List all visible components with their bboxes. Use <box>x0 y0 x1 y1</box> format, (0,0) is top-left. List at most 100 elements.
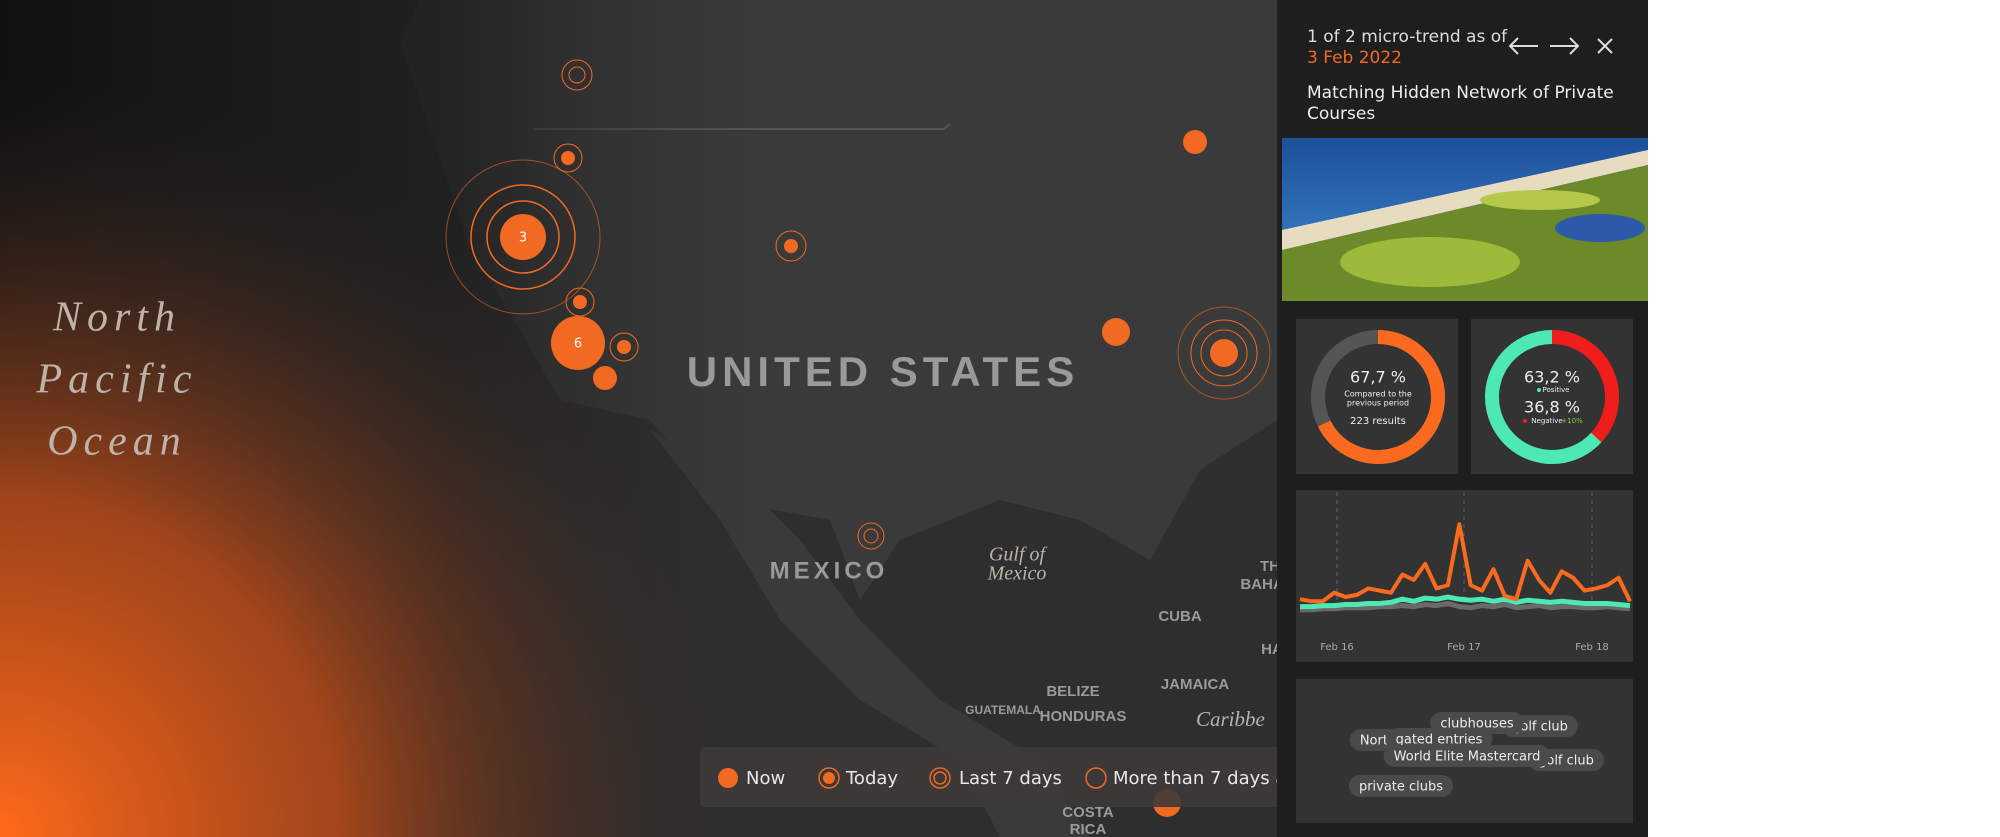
tag[interactable] <box>1383 745 1551 767</box>
glow <box>0 0 1277 837</box>
next-button[interactable] <box>1550 37 1580 55</box>
counter: 1 of 2 micro-trend as of <box>1307 27 1508 47</box>
ocean-label: North Pacific Ocean <box>36 295 198 465</box>
marker[interactable] <box>561 151 575 165</box>
ring <box>1190 319 1258 387</box>
donut-arc <box>1485 330 1602 464</box>
close-button[interactable] <box>1597 38 1613 54</box>
legend-icon <box>718 768 738 788</box>
ring <box>445 159 601 315</box>
marker[interactable] <box>1210 339 1238 367</box>
place-label: RICA <box>1070 821 1107 837</box>
growth-note: Compared to the <box>1344 390 1412 399</box>
marker[interactable] <box>617 340 631 354</box>
legend-label[interactable]: More than 7 days ago <box>1113 768 1309 789</box>
positive-value: 63,2 % <box>1524 368 1580 387</box>
date: 3 Feb 2022 <box>1307 48 1402 68</box>
marker[interactable] <box>784 239 798 253</box>
sea-label: Caribbe <box>1196 707 1265 731</box>
ring <box>553 143 583 173</box>
line-series <box>1300 594 1631 610</box>
marker[interactable] <box>1102 318 1130 346</box>
growth-note: previous period <box>1347 399 1409 408</box>
ocean-line: Pacific <box>36 357 198 403</box>
photo <box>1282 138 1648 301</box>
cluster-count: 6 <box>574 337 582 352</box>
legend-icon <box>1085 767 1107 789</box>
positive-name: Positive <box>1543 386 1570 394</box>
place-label: CUBA <box>1158 608 1201 625</box>
ring <box>775 230 807 262</box>
negative-value: 36,8 % <box>1524 398 1580 417</box>
line-series <box>1300 600 1631 613</box>
marker-dots <box>500 130 1238 817</box>
ring <box>1200 329 1248 377</box>
legend-label[interactable]: Today <box>845 768 898 789</box>
place-label: BELIZE <box>1046 683 1099 700</box>
fairway <box>1480 190 1600 210</box>
marker[interactable] <box>1183 130 1207 154</box>
tag-label: clubhouses <box>1440 717 1513 732</box>
place-label: COSTA <box>1062 804 1114 821</box>
negative-name: Negative <box>1531 417 1562 425</box>
legend: Now Today Last 7 days More than 7 days a… <box>700 747 1320 807</box>
sea-label: Mexico <box>987 563 1047 585</box>
negative-change: +10% <box>1561 417 1583 425</box>
place-label: GUATEMALA <box>965 703 1041 717</box>
place-label: HONDURAS <box>1040 708 1127 725</box>
ring <box>568 66 586 84</box>
tag-label: golf club <box>1538 754 1594 769</box>
donut-arc <box>1317 330 1445 464</box>
ring <box>609 332 639 362</box>
nav <box>1508 37 1613 55</box>
legend-icon <box>929 767 951 789</box>
donut-arc <box>1551 330 1619 443</box>
marker[interactable] <box>593 366 617 390</box>
ring <box>565 287 595 317</box>
fairway <box>1340 237 1520 287</box>
country-label: MEXICO <box>770 557 889 584</box>
legend-icon <box>818 767 840 789</box>
tag[interactable] <box>1348 775 1454 797</box>
tag-label: World Elite Mastercard <box>1394 750 1541 765</box>
growth-value: 67,7 % <box>1350 368 1406 387</box>
legend-label[interactable]: Last 7 days <box>959 768 1062 789</box>
results: 223 results <box>1350 416 1406 427</box>
ocean-line: Ocean <box>47 419 187 465</box>
x-tick-label: Feb 16 <box>1320 642 1354 653</box>
ring <box>470 184 576 290</box>
tag-label: golf club <box>1512 720 1568 735</box>
ring <box>857 522 885 550</box>
place-label: BAHA <box>1240 576 1283 593</box>
markers <box>445 59 1271 550</box>
tag[interactable] <box>1385 728 1493 750</box>
ring <box>863 528 879 544</box>
title: Matching Hidden Network of Private Course… <box>1307 83 1614 124</box>
x-tick-label: Feb 17 <box>1447 642 1481 653</box>
legend-box <box>700 747 1320 807</box>
legend-icon <box>933 771 947 785</box>
dot <box>1523 419 1527 423</box>
ring <box>486 200 560 274</box>
country-label: UNITED STATES <box>687 348 1079 395</box>
beach <box>1282 150 1648 250</box>
dot <box>1537 388 1541 392</box>
sea-label: Gulf of <box>989 544 1048 566</box>
marker[interactable] <box>500 214 546 260</box>
tag-label: private clubs <box>1359 780 1443 795</box>
cluster-count: 3 <box>519 231 527 246</box>
ring <box>561 59 593 91</box>
marker[interactable] <box>573 295 587 309</box>
legend-label[interactable]: Now <box>746 768 785 789</box>
line-series <box>1299 522 1632 604</box>
ring <box>1177 306 1271 400</box>
marker[interactable] <box>551 316 605 370</box>
x-tick-label: Feb 18 <box>1575 642 1609 653</box>
legend-icon <box>823 772 835 784</box>
ocean-line: North <box>52 295 181 341</box>
tag-label: gated entries <box>1396 733 1483 748</box>
place-label: TH <box>1260 558 1280 575</box>
prev-button[interactable] <box>1508 37 1538 55</box>
